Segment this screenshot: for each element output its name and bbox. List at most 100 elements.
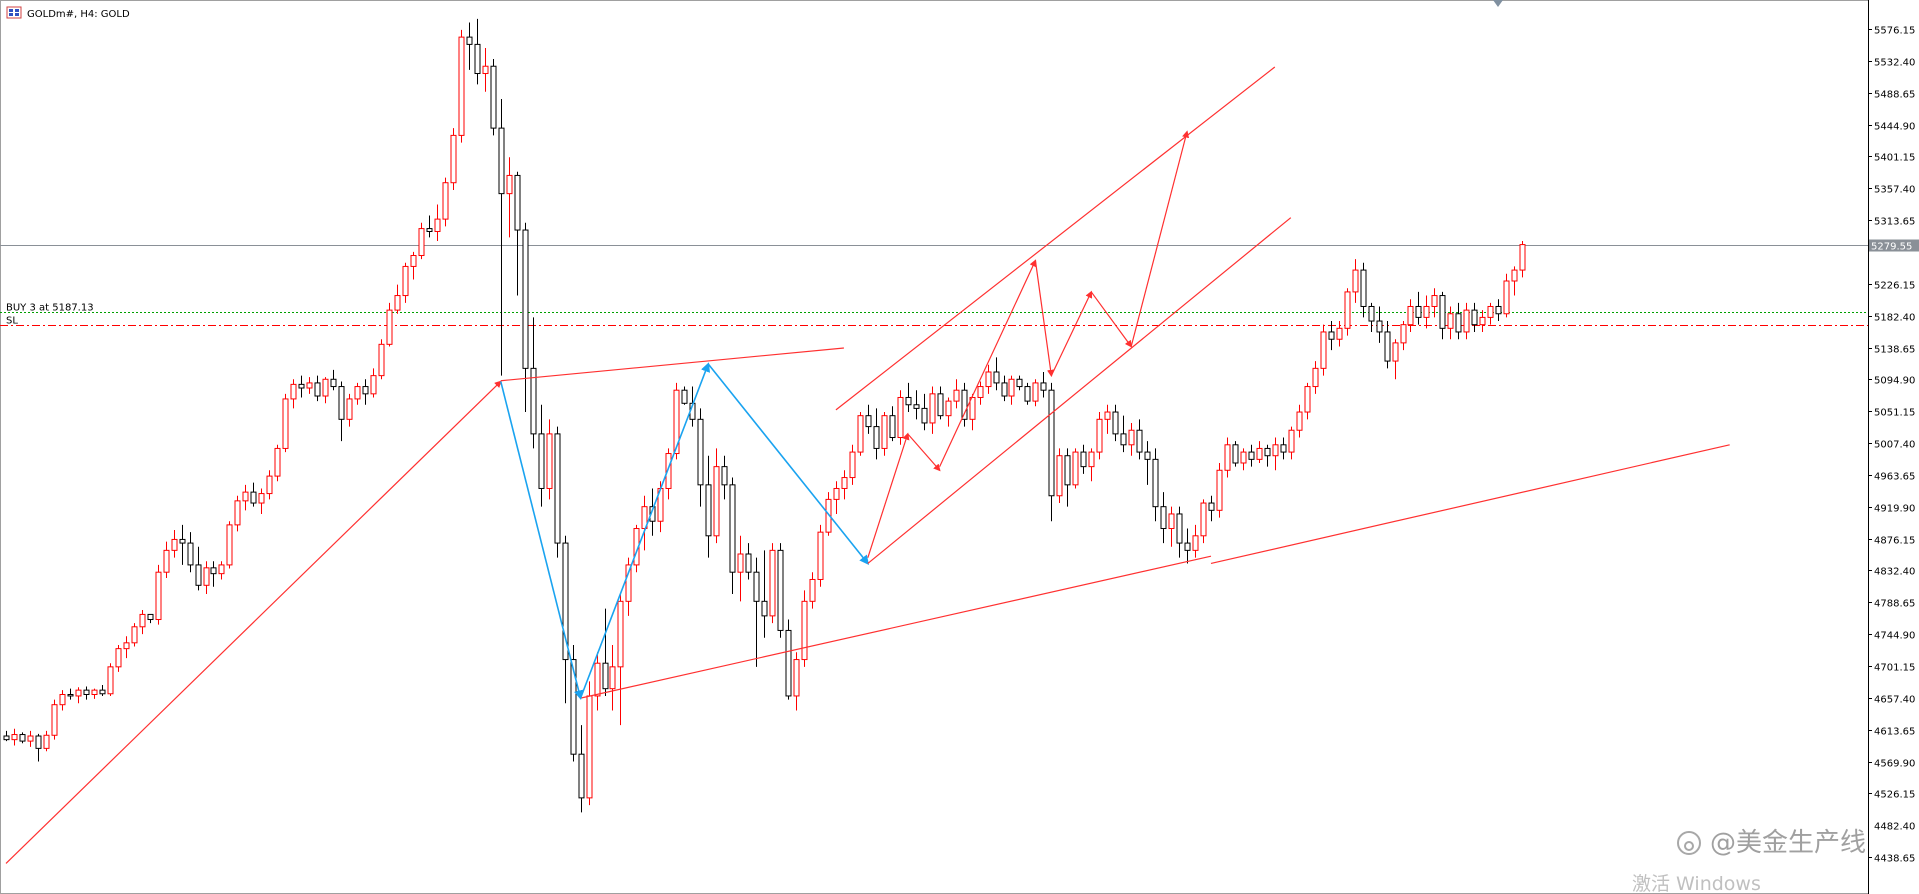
- red-arrow[interactable]: [1034, 260, 1055, 378]
- candle-body: [75, 689, 82, 697]
- candle-body: [1144, 451, 1151, 460]
- candle-body: [609, 666, 616, 690]
- bull-candle: [1320, 324, 1327, 376]
- candle-body: [1463, 309, 1470, 333]
- bull-candle: [897, 390, 904, 445]
- price-tick-label: 5488.65: [1874, 90, 1915, 101]
- candle-body: [977, 386, 984, 398]
- bull-candle: [849, 444, 856, 485]
- bull-candle: [1224, 437, 1231, 478]
- red-line[interactable]: [580, 555, 1212, 699]
- bear-candle: [1112, 404, 1119, 442]
- bear-candle: [1232, 441, 1239, 467]
- red-arrow[interactable]: [907, 433, 941, 472]
- price-tick-label: 4919.90: [1874, 504, 1915, 515]
- candle-body: [522, 229, 529, 369]
- price-tick-label: 4613.65: [1874, 727, 1915, 738]
- candle-body: [1088, 451, 1095, 468]
- red-line[interactable]: [500, 347, 844, 382]
- bull-candle: [506, 157, 513, 238]
- blue-arrow[interactable]: [579, 362, 710, 699]
- bear-candle: [1040, 371, 1047, 398]
- candle-body: [1272, 444, 1279, 457]
- bull-candle: [51, 699, 58, 740]
- candle-body: [1407, 305, 1414, 326]
- candle-body: [1040, 382, 1047, 391]
- bear-candle: [961, 382, 968, 427]
- red-arrow[interactable]: [1130, 130, 1190, 347]
- red-channel-lower[interactable]: [867, 217, 1292, 564]
- red-channel-upper[interactable]: [835, 66, 1276, 411]
- blue-arrow[interactable]: [707, 363, 870, 565]
- candle-body: [825, 498, 832, 533]
- bull-candle: [418, 222, 425, 260]
- candle-body: [578, 753, 585, 799]
- bull-candle: [442, 177, 449, 227]
- annotation-layer[interactable]: [5, 66, 1730, 864]
- candle-body: [91, 689, 98, 696]
- bull-candle: [394, 284, 401, 314]
- bear-candle: [1495, 299, 1502, 322]
- bull-candle: [1296, 404, 1303, 438]
- bear-candle: [1439, 291, 1446, 340]
- candle-body: [147, 613, 154, 621]
- bear-candle: [1376, 306, 1383, 343]
- bull-candle: [1511, 266, 1518, 296]
- candle-body: [466, 36, 473, 45]
- candle-body: [1487, 305, 1494, 318]
- bull-candle: [450, 128, 457, 190]
- bull-candle: [27, 730, 34, 747]
- price-tick-label: 5226.15: [1874, 281, 1915, 292]
- candle-body: [562, 542, 569, 661]
- bear-candle: [889, 406, 896, 442]
- candle-body: [570, 659, 577, 755]
- chart-title-text: GOLDm#, H4: GOLD: [27, 9, 130, 20]
- bear-candle: [705, 455, 712, 558]
- candle-body: [250, 491, 257, 504]
- bull-candle: [1128, 422, 1135, 456]
- candle-body: [1016, 378, 1023, 388]
- red-arrow[interactable]: [867, 432, 910, 558]
- price-tick-label: 4526.15: [1874, 790, 1915, 801]
- candle-body: [474, 43, 481, 75]
- bear-candle: [19, 732, 26, 744]
- bull-candle: [1519, 240, 1526, 278]
- candle-body: [1368, 305, 1375, 322]
- bull-candle: [354, 382, 361, 405]
- bull-candle: [809, 572, 816, 609]
- candle-body: [99, 689, 106, 695]
- bear-candle: [338, 381, 345, 442]
- red-line[interactable]: [1210, 444, 1730, 565]
- red-arrow[interactable]: [1050, 290, 1093, 376]
- candle-body: [290, 383, 297, 400]
- candle-body: [1431, 295, 1438, 307]
- red-trend-arrow[interactable]: [5, 380, 502, 864]
- candle-body: [1176, 513, 1183, 544]
- stop-loss-label[interactable]: SL: [6, 316, 18, 327]
- bear-candle: [937, 386, 944, 420]
- bull-candle: [59, 690, 66, 711]
- red-arrow[interactable]: [939, 259, 1037, 467]
- bear-candle: [35, 733, 42, 762]
- candle-body: [905, 396, 912, 406]
- bull-candle: [769, 543, 776, 624]
- candle-body: [330, 378, 337, 388]
- bull-candle: [1072, 448, 1079, 489]
- candle-body: [1128, 429, 1135, 446]
- candle-body: [969, 396, 976, 420]
- red-arrow[interactable]: [1090, 291, 1133, 348]
- candle-body: [673, 389, 680, 455]
- bear-candle: [753, 557, 760, 667]
- candle-body: [163, 549, 170, 573]
- bull-candle: [1272, 437, 1279, 471]
- bull-candle: [953, 379, 960, 409]
- candle-body: [785, 629, 792, 697]
- blue-arrow[interactable]: [499, 381, 584, 701]
- order-label[interactable]: BUY 3 at 5187.13: [6, 303, 94, 314]
- price-tick-label: 5051.15: [1874, 408, 1915, 419]
- bull-candle: [43, 730, 50, 752]
- shift-marker-icon[interactable]: [1493, 0, 1503, 7]
- bear-candle: [681, 386, 688, 405]
- bull-candle: [1088, 448, 1095, 482]
